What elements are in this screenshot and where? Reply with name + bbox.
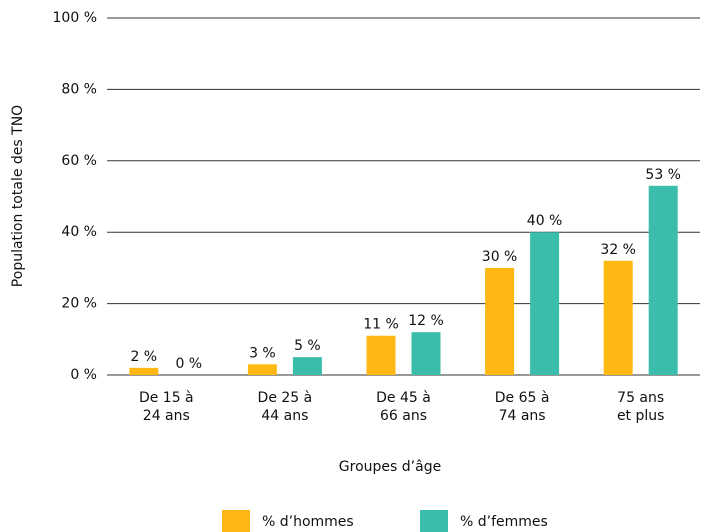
x-tick-label: De 65 à 74 ans bbox=[494, 390, 550, 424]
bar bbox=[247, 364, 277, 375]
y-tick-label: 100 % bbox=[53, 10, 97, 26]
data-label: 3 % bbox=[249, 345, 276, 361]
x-tick-label: De 45 à 66 ans bbox=[376, 390, 431, 424]
x-tick-label: De 15 à 24 ans bbox=[138, 390, 194, 424]
data-label: 32 % bbox=[600, 242, 636, 258]
y-tick-label: 0 % bbox=[70, 367, 97, 383]
data-label: 2 % bbox=[130, 349, 157, 365]
y-tick-label: 80 % bbox=[61, 81, 97, 97]
x-tick-label: 75 ans et plus bbox=[616, 390, 665, 424]
data-label: 40 % bbox=[527, 213, 563, 229]
legend-label: % d’hommes bbox=[262, 514, 354, 530]
data-label: 0 % bbox=[175, 356, 202, 372]
y-axis-title: Population totale des TNO bbox=[10, 105, 26, 287]
y-tick-label: 60 % bbox=[61, 153, 97, 169]
bar bbox=[485, 267, 515, 375]
data-label: 5 % bbox=[294, 338, 321, 354]
legend-label: % d’femmes bbox=[460, 514, 548, 530]
y-tick-label: 20 % bbox=[61, 296, 97, 312]
legend-swatch bbox=[222, 510, 250, 532]
bar bbox=[603, 260, 633, 375]
y-tick-label: 40 % bbox=[61, 224, 97, 240]
x-axis-title: Groupes d’âge bbox=[339, 459, 441, 475]
bar bbox=[648, 185, 678, 375]
bar bbox=[129, 367, 159, 375]
bar bbox=[292, 357, 322, 375]
data-label: 11 % bbox=[363, 317, 399, 333]
bar bbox=[530, 232, 560, 375]
bar bbox=[366, 335, 396, 375]
data-label: 53 % bbox=[645, 167, 681, 183]
data-label: 12 % bbox=[408, 313, 444, 329]
legend-swatch bbox=[420, 510, 448, 532]
bar bbox=[411, 332, 441, 375]
x-tick-label: De 25 à 44 ans bbox=[257, 390, 313, 424]
data-label: 30 % bbox=[482, 249, 518, 265]
